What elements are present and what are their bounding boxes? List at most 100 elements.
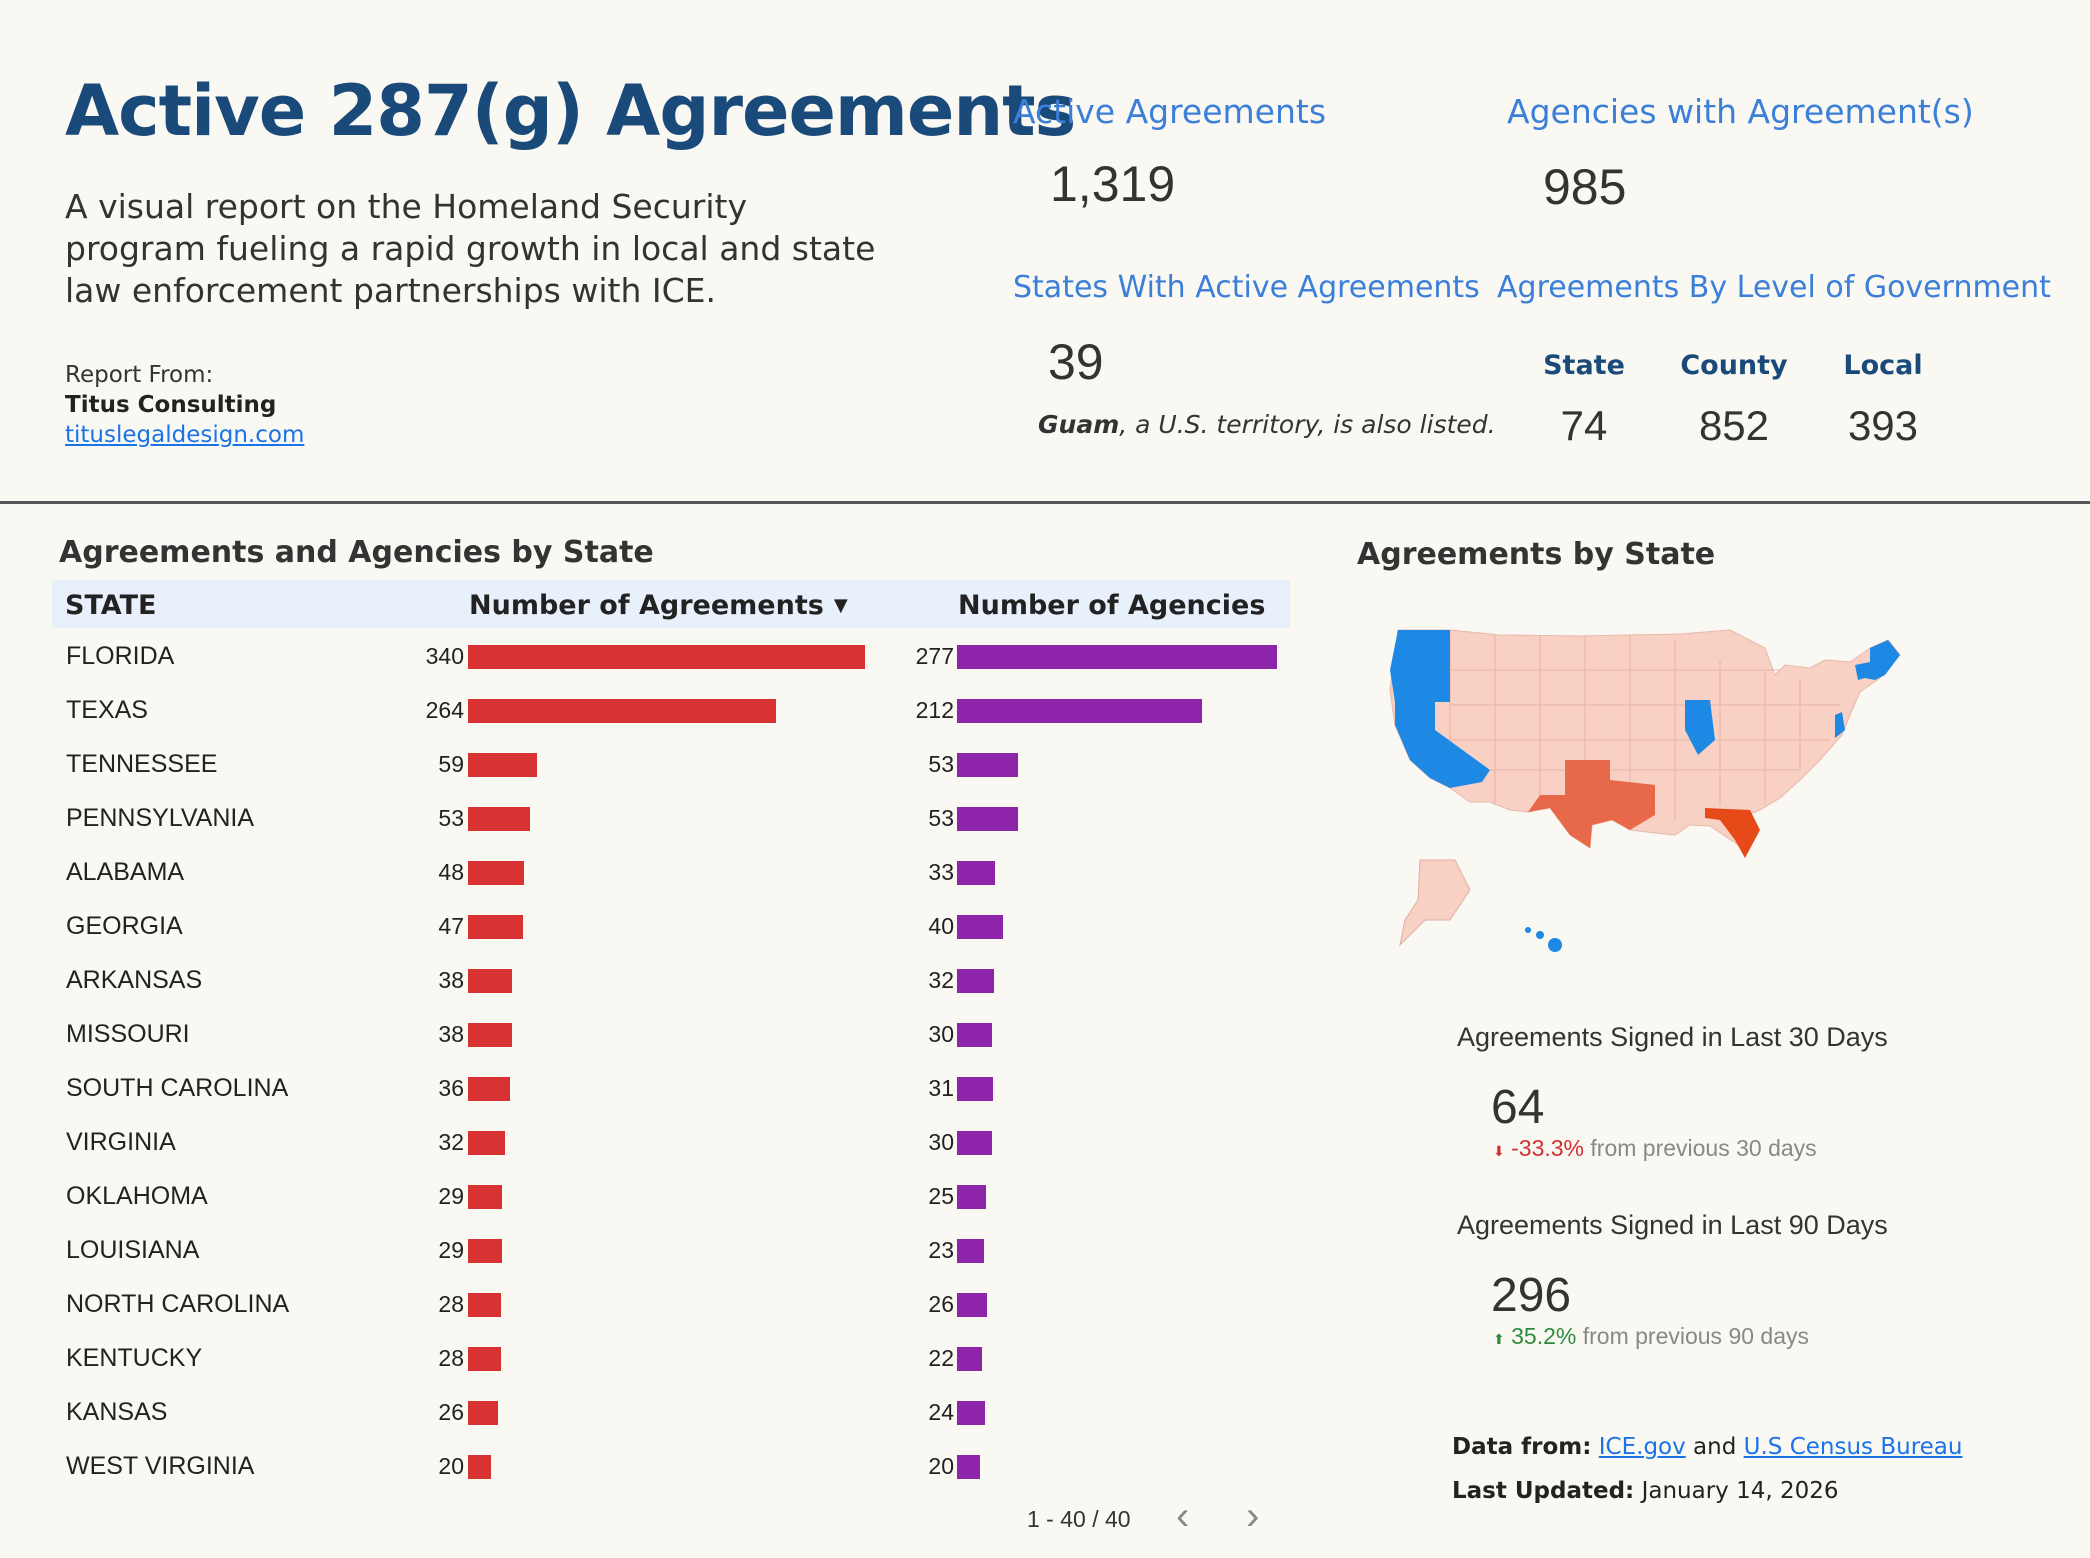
- agreements-bar: [468, 915, 523, 939]
- column-header-agencies[interactable]: Number of Agencies: [958, 590, 1266, 621]
- state-name: KENTUCKY: [66, 1344, 203, 1372]
- last-30-days-change: ⬇ -33.3% from previous 30 days: [1493, 1135, 1817, 1162]
- state-name: GEORGIA: [66, 912, 183, 940]
- map-state-washington-oregon[interactable]: [1390, 630, 1450, 702]
- table-row[interactable]: GEORGIA 47 40: [0, 909, 1290, 963]
- table-row[interactable]: LOUISIANA 29 23: [0, 1233, 1290, 1287]
- report-organization: Titus Consulting: [65, 392, 277, 418]
- table-row[interactable]: FLORIDA 340 277: [0, 639, 1290, 693]
- states-label: States With Active Agreements: [1013, 270, 1480, 305]
- table-row[interactable]: MISSOURI 38 30: [0, 1017, 1290, 1071]
- map-state-new-jersey[interactable]: [1835, 712, 1845, 738]
- agreements-count: 47: [438, 913, 464, 939]
- agencies-count: 32: [928, 967, 954, 993]
- agreements-count: 59: [438, 751, 464, 777]
- table-row[interactable]: KANSAS 26 24: [0, 1395, 1290, 1449]
- agreements-count: 48: [438, 859, 464, 885]
- agencies-bar: [957, 1347, 983, 1371]
- map-state-hawaii-island: [1525, 927, 1531, 933]
- sort-descending-icon[interactable]: ▼: [833, 595, 848, 616]
- agencies-bar: [957, 1239, 984, 1263]
- agencies-count: 33: [928, 859, 954, 885]
- last-90-days-label: Agreements Signed in Last 90 Days: [1457, 1210, 1888, 1240]
- us-choropleth-map[interactable]: [1380, 620, 1990, 965]
- agreements-count: 28: [438, 1345, 464, 1371]
- page-title: Active 287(g) Agreements: [65, 70, 1076, 152]
- agreements-bar: [468, 861, 525, 885]
- agreements-bar: [468, 1455, 492, 1479]
- agencies-bar: [957, 753, 1019, 777]
- map-state-florida[interactable]: [1705, 808, 1760, 858]
- agreements-bar: [468, 1077, 511, 1101]
- report-website-link[interactable]: tituslegaldesign.com: [65, 422, 305, 448]
- state-name: LOUISIANA: [66, 1236, 200, 1264]
- table-row[interactable]: KENTUCKY 28 22: [0, 1341, 1290, 1395]
- table-row[interactable]: PENNSYLVANIA 53 53: [0, 801, 1290, 855]
- map-us-mainland: [1389, 629, 1901, 849]
- column-header-agreements[interactable]: Number of Agreements ▼: [469, 590, 848, 621]
- table-row[interactable]: VIRGINIA 32 30: [0, 1125, 1290, 1179]
- agencies-bar: [957, 861, 996, 885]
- agencies-count: 30: [928, 1021, 954, 1047]
- state-name: TEXAS: [66, 696, 148, 724]
- pagination-label: 1 - 40 / 40: [1027, 1506, 1131, 1532]
- state-name: SOUTH CAROLINA: [66, 1074, 289, 1102]
- agencies-label: Agencies with Agreement(s): [1507, 92, 1974, 131]
- source-ice-link[interactable]: ICE.gov: [1598, 1434, 1686, 1460]
- table-row[interactable]: TENNESSEE 59 53: [0, 747, 1290, 801]
- agreements-count: 32: [438, 1129, 464, 1155]
- map-state-hawaii[interactable]: [1548, 938, 1562, 952]
- active-agreements-label: Active Agreements: [1013, 92, 1327, 131]
- agreements-count: 29: [438, 1183, 464, 1209]
- map-state-california[interactable]: [1395, 702, 1490, 788]
- agencies-count: 20: [928, 1453, 954, 1479]
- last-90-days-change: ⬆ 35.2% from previous 90 days: [1493, 1323, 1809, 1350]
- map-state-texas[interactable]: [1528, 760, 1655, 848]
- table-row[interactable]: ALABAMA 48 33: [0, 855, 1290, 909]
- state-name: PENNSYLVANIA: [66, 804, 255, 832]
- agreements-count: 36: [438, 1075, 464, 1101]
- chevron-left-icon[interactable]: ‹: [1176, 1494, 1190, 1538]
- map-state-new-england[interactable]: [1855, 640, 1900, 680]
- state-name: MISSOURI: [66, 1020, 190, 1048]
- agencies-bar: [957, 807, 1019, 831]
- state-name: ARKANSAS: [66, 966, 203, 994]
- state-name: FLORIDA: [66, 642, 175, 670]
- level-state-header: State: [1543, 350, 1625, 381]
- map-state-illinois[interactable]: [1685, 700, 1715, 755]
- map-state-hawaii-island: [1536, 931, 1544, 939]
- map-title: Agreements by State: [1357, 537, 1716, 572]
- table-row[interactable]: NORTH CAROLINA 28 26: [0, 1287, 1290, 1341]
- agreements-count: 53: [438, 805, 464, 831]
- level-state-value: 74: [1560, 402, 1608, 449]
- report-from-label: Report From:: [65, 362, 214, 388]
- level-county-value: 852: [1698, 402, 1770, 449]
- table-row[interactable]: SOUTH CAROLINA 36 31: [0, 1071, 1290, 1125]
- table-row[interactable]: ARKANSAS 38 32: [0, 963, 1290, 1017]
- agreements-count: 28: [438, 1291, 464, 1317]
- page-subtitle: A visual report on the Homeland Security…: [65, 187, 876, 310]
- level-local-header: Local: [1843, 350, 1923, 381]
- table-header: [52, 580, 1290, 628]
- agencies-value: 985: [1543, 159, 1627, 215]
- table-row[interactable]: TEXAS 264 212: [0, 693, 1290, 747]
- source-census-link[interactable]: U.S Census Bureau: [1743, 1434, 1963, 1460]
- and-text: and: [1693, 1434, 1737, 1460]
- agreements-count: 340: [425, 643, 464, 669]
- table-row[interactable]: WEST VIRGINIA 20 20: [0, 1449, 1290, 1503]
- agencies-count: 40: [928, 913, 954, 939]
- last-30-days-suffix: from previous 30 days: [1584, 1135, 1817, 1161]
- agencies-bar: [957, 1185, 986, 1209]
- section-divider: [0, 501, 2090, 504]
- arrow-up-icon: ⬆: [1493, 1331, 1505, 1347]
- last-90-days-percent: 35.2%: [1511, 1323, 1577, 1349]
- map-state-alaska[interactable]: [1399, 859, 1471, 947]
- agreements-bar: [468, 645, 865, 669]
- last-30-days-label: Agreements Signed in Last 30 Days: [1457, 1022, 1888, 1052]
- state-name: NORTH CAROLINA: [66, 1290, 290, 1318]
- agreements-count: 38: [438, 1021, 464, 1047]
- table-row[interactable]: OKLAHOMA 29 25: [0, 1179, 1290, 1233]
- chevron-right-icon[interactable]: ›: [1246, 1494, 1260, 1538]
- column-header-state[interactable]: STATE: [65, 590, 157, 621]
- state-name: TENNESSEE: [66, 750, 218, 778]
